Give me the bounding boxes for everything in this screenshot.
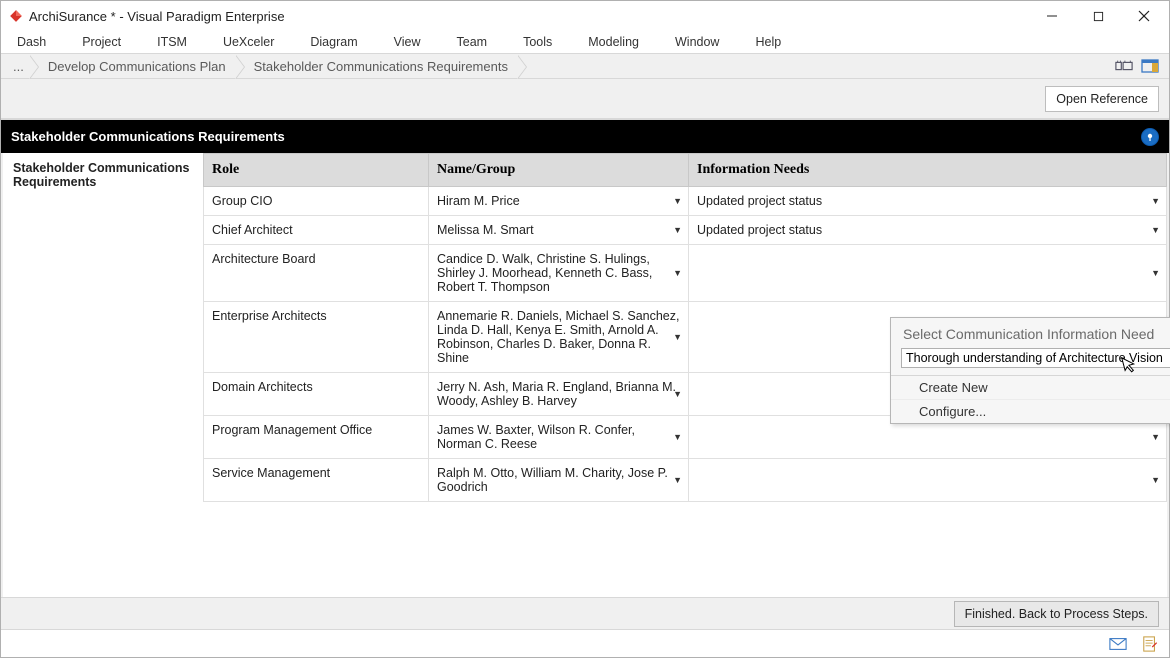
col-header-role: Role <box>204 154 429 187</box>
left-panel-label: Stakeholder Communications Requirements <box>3 153 203 597</box>
cell-name-group[interactable]: Candice D. Walk, Christine S. Hulings, S… <box>429 245 689 302</box>
cell-info-needs[interactable]: Updated project status▼ <box>689 187 1167 216</box>
menu-team[interactable]: Team <box>453 33 492 51</box>
status-strip <box>1 629 1169 657</box>
maximize-button[interactable] <box>1075 1 1121 31</box>
table-row: Architecture BoardCandice D. Walk, Chris… <box>204 245 1167 302</box>
cell-role[interactable]: Chief Architect <box>204 216 429 245</box>
chevron-down-icon[interactable]: ▼ <box>673 432 682 442</box>
chevron-down-icon[interactable]: ▼ <box>673 268 682 278</box>
cell-role[interactable]: Domain Architects <box>204 373 429 416</box>
chevron-down-icon[interactable]: ▼ <box>673 332 682 342</box>
layout-toggle-icon[interactable] <box>1141 58 1159 74</box>
cell-role[interactable]: Program Management Office <box>204 416 429 459</box>
window-title: ArchiSurance * - Visual Paradigm Enterpr… <box>29 9 285 24</box>
menu-uexceler[interactable]: UeXceler <box>219 33 278 51</box>
cell-info-needs[interactable]: Updated project status▼ <box>689 216 1167 245</box>
breadcrumb-label: Stakeholder Communications Requirements <box>254 59 508 74</box>
popup-search-input[interactable] <box>901 348 1170 368</box>
window-controls <box>1029 1 1167 31</box>
chevron-down-icon[interactable]: ▼ <box>1151 475 1160 485</box>
cell-name-group[interactable]: Annemarie R. Daniels, Michael S. Sanchez… <box>429 302 689 373</box>
breadcrumb-label: Develop Communications Plan <box>48 59 226 74</box>
cell-name-group[interactable]: Melissa M. Smart▼ <box>429 216 689 245</box>
popup-input-row <box>891 348 1170 374</box>
menu-itsm[interactable]: ITSM <box>153 33 191 51</box>
cell-info-needs[interactable]: ▼ <box>689 245 1167 302</box>
cell-role[interactable]: Architecture Board <box>204 245 429 302</box>
section-header: Stakeholder Communications Requirements <box>1 119 1169 153</box>
section-title: Stakeholder Communications Requirements <box>11 129 285 144</box>
chevron-down-icon[interactable]: ▼ <box>1151 432 1160 442</box>
cell-role[interactable]: Service Management <box>204 459 429 502</box>
col-header-info: Information Needs <box>689 154 1167 187</box>
breadcrumb-bar: ... Develop Communications Plan Stakehol… <box>1 53 1169 79</box>
breadcrumb-item-2[interactable]: Stakeholder Communications Requirements <box>236 54 518 78</box>
table-header-row: Role Name/Group Information Needs <box>204 154 1167 187</box>
minimize-button[interactable] <box>1029 1 1075 31</box>
breadcrumb-item-1[interactable]: Develop Communications Plan <box>30 54 236 78</box>
select-info-need-popup: Select Communication Information Need Cr… <box>890 317 1170 424</box>
cell-name-group[interactable]: Jerry N. Ash, Maria R. England, Brianna … <box>429 373 689 416</box>
title-bar: ArchiSurance * - Visual Paradigm Enterpr… <box>1 1 1169 31</box>
finished-button[interactable]: Finished. Back to Process Steps. <box>954 601 1159 627</box>
requirements-table-wrap: Role Name/Group Information Needs Group … <box>203 153 1167 597</box>
app-logo-icon <box>9 9 23 23</box>
cell-info-needs[interactable]: ▼ <box>689 459 1167 502</box>
cell-name-group[interactable]: James W. Baxter, Wilson R. Confer, Norma… <box>429 416 689 459</box>
menu-help[interactable]: Help <box>751 33 785 51</box>
chevron-down-icon[interactable]: ▼ <box>1151 196 1160 206</box>
footer-bar: Finished. Back to Process Steps. <box>1 597 1169 629</box>
view-grid-icon[interactable] <box>1115 58 1133 74</box>
cell-name-group[interactable]: Ralph M. Otto, William M. Charity, Jose … <box>429 459 689 502</box>
chevron-down-icon[interactable]: ▼ <box>673 225 682 235</box>
cell-role[interactable]: Enterprise Architects <box>204 302 429 373</box>
breadcrumb-root-label: ... <box>13 59 24 74</box>
menu-bar: Dash Project ITSM UeXceler Diagram View … <box>1 31 1169 53</box>
table-row: Group CIOHiram M. Price▼Updated project … <box>204 187 1167 216</box>
cell-role[interactable]: Group CIO <box>204 187 429 216</box>
table-row: Chief ArchitectMelissa M. Smart▼Updated … <box>204 216 1167 245</box>
menu-window[interactable]: Window <box>671 33 723 51</box>
mail-icon[interactable] <box>1109 636 1127 652</box>
popup-option-configure[interactable]: Configure... <box>891 399 1170 423</box>
table-row: Service ManagementRalph M. Otto, William… <box>204 459 1167 502</box>
pin-icon[interactable] <box>1141 128 1159 146</box>
cell-name-group[interactable]: Hiram M. Price▼ <box>429 187 689 216</box>
toolbar: Open Reference <box>1 79 1169 119</box>
close-button[interactable] <box>1121 1 1167 31</box>
breadcrumb-right-icons <box>1115 58 1163 74</box>
menu-view[interactable]: View <box>390 33 425 51</box>
menu-modeling[interactable]: Modeling <box>584 33 643 51</box>
breadcrumb-root[interactable]: ... <box>5 54 30 78</box>
open-reference-button[interactable]: Open Reference <box>1045 86 1159 112</box>
menu-dash[interactable]: Dash <box>13 33 50 51</box>
chevron-down-icon[interactable]: ▼ <box>1151 225 1160 235</box>
chevron-down-icon[interactable]: ▼ <box>673 196 682 206</box>
note-icon[interactable] <box>1141 636 1159 652</box>
menu-diagram[interactable]: Diagram <box>306 33 361 51</box>
chevron-down-icon[interactable]: ▼ <box>673 389 682 399</box>
col-header-name: Name/Group <box>429 154 689 187</box>
popup-option-create-new[interactable]: Create New <box>891 375 1170 399</box>
content-area: Stakeholder Communications Requirements … <box>1 153 1169 597</box>
chevron-down-icon[interactable]: ▼ <box>673 475 682 485</box>
menu-tools[interactable]: Tools <box>519 33 556 51</box>
app-window: ArchiSurance * - Visual Paradigm Enterpr… <box>0 0 1170 658</box>
popup-title: Select Communication Information Need <box>891 318 1170 348</box>
chevron-down-icon[interactable]: ▼ <box>1151 268 1160 278</box>
menu-project[interactable]: Project <box>78 33 125 51</box>
